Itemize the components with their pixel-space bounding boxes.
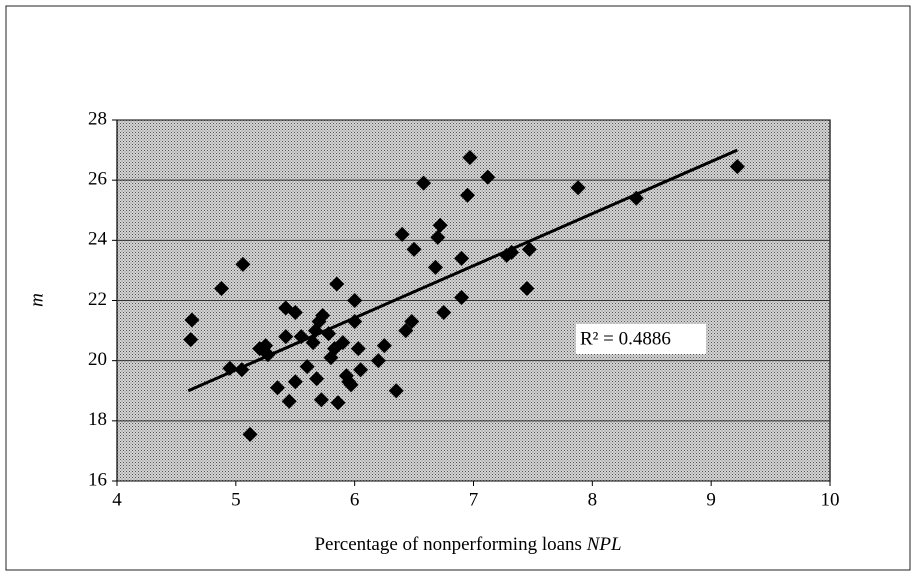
point — [521, 241, 537, 257]
x-tick-label: 8 — [588, 489, 598, 510]
x-tick-label: 5 — [231, 489, 241, 510]
point — [309, 371, 325, 387]
y-tick-label: 28 — [88, 108, 107, 129]
annotation-box — [576, 324, 706, 354]
point — [242, 426, 258, 442]
point — [184, 312, 200, 328]
point — [214, 280, 230, 296]
point — [436, 305, 452, 321]
x-tick-label: 7 — [469, 489, 479, 510]
point — [335, 335, 351, 351]
point — [281, 393, 297, 409]
point — [347, 293, 363, 308]
x-tick-label: 4 — [112, 489, 122, 510]
point — [287, 305, 303, 321]
r2-annotation: R² = 0.4886 — [580, 328, 671, 349]
x-tick-label: 9 — [706, 489, 716, 510]
point — [313, 392, 329, 408]
x-axis-label: Percentage of nonperforming loans NPL — [314, 534, 621, 555]
point — [269, 380, 285, 396]
point — [416, 175, 432, 191]
point — [406, 241, 422, 257]
y-tick-label: 16 — [88, 469, 107, 490]
point — [480, 169, 496, 185]
point — [462, 150, 478, 166]
y-tick-label: 24 — [88, 229, 108, 250]
point — [235, 256, 251, 272]
point — [454, 289, 470, 305]
point — [432, 217, 448, 233]
x-tick-label: 6 — [350, 489, 360, 510]
point — [404, 314, 420, 330]
point — [427, 259, 443, 275]
y-axis-label: m — [26, 293, 47, 307]
point — [388, 383, 404, 399]
y-tick-label: 20 — [88, 349, 107, 370]
point — [315, 308, 331, 324]
point — [350, 341, 366, 357]
x-label-text: Percentage of nonperforming loans — [314, 534, 582, 555]
point — [353, 362, 369, 378]
point — [454, 250, 470, 266]
point — [570, 180, 586, 196]
point — [394, 226, 410, 242]
point — [287, 374, 303, 390]
y-tick-label: 22 — [88, 289, 107, 310]
point — [376, 338, 392, 354]
point — [430, 229, 446, 245]
y-tick-label: 26 — [88, 169, 107, 190]
point — [330, 395, 346, 411]
trendline — [187, 148, 738, 393]
point — [183, 332, 199, 348]
point — [370, 353, 386, 369]
point — [329, 276, 345, 292]
point — [519, 280, 535, 296]
x-tick-label: 10 — [821, 489, 840, 510]
y-tick-label: 18 — [88, 409, 107, 430]
point — [460, 187, 476, 203]
point — [343, 377, 359, 393]
point — [299, 359, 315, 375]
x-label-var: NPL — [586, 534, 622, 555]
point — [729, 159, 745, 175]
point — [278, 329, 294, 345]
